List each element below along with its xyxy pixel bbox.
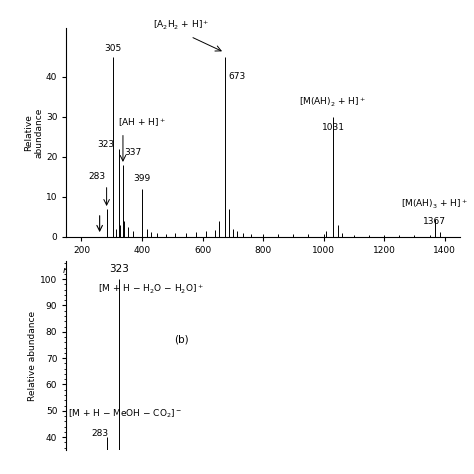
Text: 399: 399 [133, 174, 150, 183]
Text: [A$_2$H$_2$ + H]$^+$: [A$_2$H$_2$ + H]$^+$ [153, 19, 209, 32]
Text: [M(AH)$_2$ + H]$^+$: [M(AH)$_2$ + H]$^+$ [300, 95, 366, 109]
Text: 283: 283 [91, 429, 108, 438]
Text: 283: 283 [88, 172, 105, 181]
Y-axis label: Relative
abundance: Relative abundance [24, 108, 43, 158]
Text: $m/z\!\rightarrow$: $m/z\!\rightarrow$ [63, 264, 88, 275]
Text: 323: 323 [98, 140, 115, 149]
Text: 1031: 1031 [321, 123, 345, 132]
Text: 323: 323 [109, 264, 128, 274]
Text: 305: 305 [105, 44, 122, 53]
Text: 673: 673 [228, 72, 246, 81]
Text: [M + H − MeOH − CO₂]⁺: [M + H − MeOH − CO₂]⁺ [83, 271, 186, 280]
Text: [M + H $-$ MeOH $-$ CO$_2$]$^-$: [M + H $-$ MeOH $-$ CO$_2$]$^-$ [68, 407, 182, 419]
Y-axis label: Relative abundance: Relative abundance [28, 310, 37, 401]
Text: 1367: 1367 [423, 217, 446, 226]
Text: [M(AH)$_3$ + H]$^+$: [M(AH)$_3$ + H]$^+$ [401, 198, 468, 211]
Text: [M + H $-$ H$_2$O $-$ H$_2$O]$^+$: [M + H $-$ H$_2$O $-$ H$_2$O]$^+$ [98, 283, 204, 296]
Text: 337: 337 [124, 148, 141, 157]
Text: (b): (b) [174, 335, 189, 345]
Text: [AH + H]$^+$: [AH + H]$^+$ [118, 116, 166, 129]
